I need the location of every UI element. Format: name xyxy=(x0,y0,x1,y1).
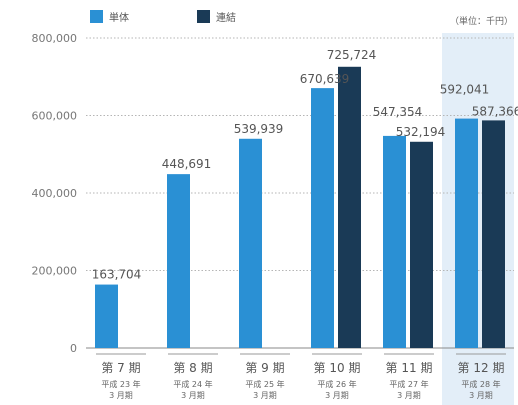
y-tick-label: 800,000 xyxy=(32,32,78,45)
data-label-consolidated: 725,724 xyxy=(327,48,377,62)
bar-consolidated xyxy=(410,141,433,348)
bar-single xyxy=(455,118,478,349)
category-sublabel-year: 平成 25 年 xyxy=(245,379,284,389)
category-label: 第 10 期 xyxy=(314,361,361,375)
data-label-single: 163,704 xyxy=(92,268,142,282)
y-tick-label: 400,000 xyxy=(32,187,78,200)
category-sublabel-year: 平成 23 年 xyxy=(101,379,140,389)
data-label-single: 539,939 xyxy=(234,122,284,136)
category-sublabel-period: 3 月期 xyxy=(181,391,205,400)
category-sublabel-year: 平成 27 年 xyxy=(389,379,428,389)
category-label: 第 8 期 xyxy=(173,361,212,375)
data-label-consolidated: 532,194 xyxy=(396,125,446,139)
bar-single xyxy=(383,135,406,348)
category-label: 第 12 期 xyxy=(458,361,505,375)
y-tick-label: 600,000 xyxy=(32,110,78,123)
category-sublabel-period: 3 月期 xyxy=(469,391,493,400)
legend-swatch-single xyxy=(90,10,103,23)
legend-swatch-consolidated xyxy=(197,10,210,23)
bar-single xyxy=(95,284,118,348)
gridlines xyxy=(86,37,514,349)
category-sublabel-period: 3 月期 xyxy=(325,391,349,400)
category-label: 第 9 期 xyxy=(245,361,284,375)
bars xyxy=(95,66,505,349)
bar-consolidated xyxy=(338,66,361,348)
data-label-single: 670,639 xyxy=(300,72,350,86)
data-label-single: 448,691 xyxy=(162,157,212,171)
bar-single xyxy=(239,138,262,348)
data-label-single: 547,354 xyxy=(373,105,423,119)
category-sublabel-period: 3 月期 xyxy=(253,391,277,400)
y-tick-label: 0 xyxy=(70,342,77,355)
x-axis: 第 7 期平成 23 年 3 月期 第 8 期平成 24 年 3 月期 第 9 期平成 … xyxy=(96,353,506,400)
category-sublabel-year: 平成 28 年 xyxy=(461,379,500,389)
unit-label: （単位：千円） xyxy=(450,15,513,27)
y-axis: 0 200,000 400,000 600,000 800,000 xyxy=(32,32,78,355)
category-label: 第 7 期 xyxy=(101,361,140,375)
category-sublabel-period: 3 月期 xyxy=(109,391,133,400)
bar-single xyxy=(311,88,334,349)
category-sublabel-year: 平成 26 年 xyxy=(317,379,356,389)
data-label-consolidated: 587,366 xyxy=(472,104,518,118)
legend-label-single: 単体 xyxy=(109,11,129,24)
category-label: 第 11 期 xyxy=(386,361,433,375)
legend: 単体 連結 xyxy=(90,10,236,24)
bar-consolidated xyxy=(482,120,505,348)
category-sublabel-year: 平成 24 年 xyxy=(173,379,212,389)
y-tick-label: 200,000 xyxy=(32,265,78,278)
data-label-single: 592,041 xyxy=(440,83,490,97)
data-labels: 163,704 448,691 539,939 670,639 725,724 547,3… xyxy=(92,48,518,282)
bar-single xyxy=(167,174,190,348)
category-sublabel-period: 3 月期 xyxy=(397,391,421,400)
legend-label-consolidated: 連結 xyxy=(216,11,236,24)
